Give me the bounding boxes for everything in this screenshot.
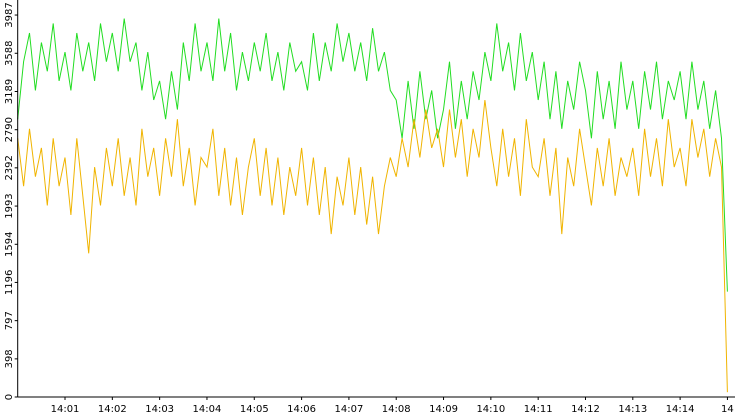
x-tick-label: 14:12 [571,404,600,415]
series-line [17,18,728,292]
x-tick-label: 14:09 [429,404,458,415]
y-tick-label: 3189 [4,79,15,104]
y-tick-label: 2790 [4,117,15,142]
y-tick-label: 0 [4,394,15,400]
x-tick-label: 14:14 [666,404,695,415]
y-tick-label: 1993 [4,193,15,218]
x-tick-label: 14:11 [524,404,553,415]
x-tick-label: 14 [721,404,734,415]
y-tick-label: 3588 [4,41,15,66]
x-tick-label: 14:06 [287,404,316,415]
x-tick-label: 14:02 [98,404,127,415]
x-tick-label: 14:03 [145,404,174,415]
x-tick-label: 14:13 [618,404,647,415]
y-tick-label: 1594 [4,232,15,257]
y-tick-label: 797 [4,311,15,330]
series-line [17,99,728,393]
x-tick-label: 14:07 [334,404,363,415]
x-tick-label: 14:08 [382,404,411,415]
x-tick-label: 14:10 [476,404,505,415]
y-tick-label: 398 [4,349,15,368]
y-tick-label: 1196 [4,270,15,295]
x-tick-label: 14:01 [51,404,80,415]
x-tick-label: 14:05 [240,404,269,415]
y-tick-label: 3987 [4,2,15,27]
y-tick-label: 2392 [4,155,15,180]
x-tick-label: 14:04 [193,404,222,415]
